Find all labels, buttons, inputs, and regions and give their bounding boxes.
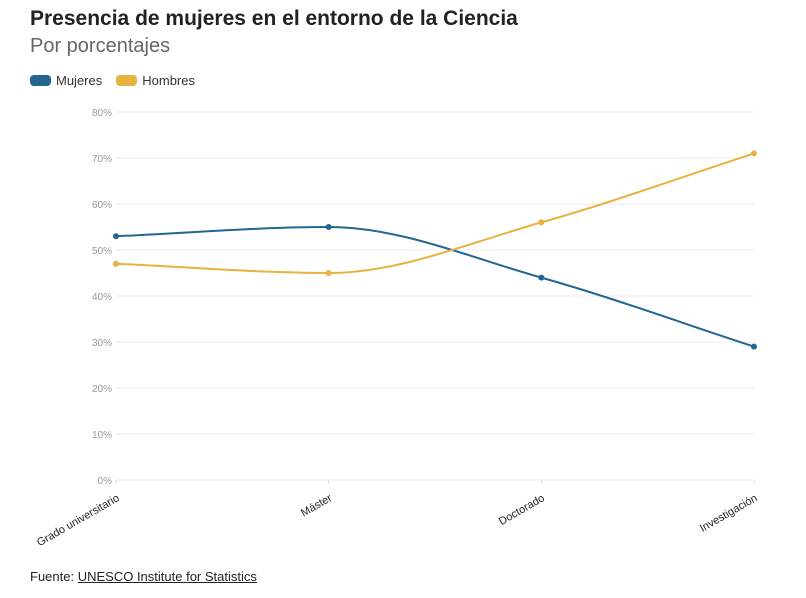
y-tick-label: 80%: [92, 108, 112, 119]
data-point-mujeres: [325, 224, 332, 230]
legend-item-hombres: Hombres: [116, 73, 195, 88]
y-tick-label: 30%: [92, 338, 112, 349]
legend-swatch: [30, 75, 51, 86]
chart-title: Presencia de mujeres en el entorno de la…: [30, 7, 518, 30]
y-tick-label: 0%: [98, 476, 113, 487]
source-link[interactable]: UNESCO Institute for Statistics: [77, 569, 257, 584]
data-point-mujeres: [113, 233, 119, 240]
source-label: Fuente:: [30, 569, 75, 584]
y-tick-label: 20%: [92, 384, 112, 395]
x-tick-label: Máster: [299, 492, 334, 519]
legend: Mujeres Hombres: [30, 73, 195, 88]
chart-subtitle: Por porcentajes: [30, 35, 171, 57]
source: Fuente: UNESCO Institute for Statistics: [30, 569, 257, 584]
series-line-mujeres: [115, 225, 755, 348]
legend-item-mujeres: Mujeres: [30, 73, 102, 88]
x-tick-label: Doctorado: [497, 492, 547, 528]
legend-label: Mujeres: [56, 73, 103, 88]
legend-swatch: [116, 75, 138, 86]
data-point-mujeres: [538, 274, 545, 281]
legend-label: Hombres: [142, 73, 195, 88]
y-tick-label: 50%: [92, 246, 112, 257]
data-point-hombres: [751, 150, 757, 157]
series-line-hombres: [115, 152, 755, 275]
y-tick-label: 10%: [92, 430, 112, 441]
data-point-mujeres: [751, 343, 757, 350]
data-point-hombres: [538, 219, 545, 226]
y-tick-label: 70%: [92, 154, 112, 165]
x-tick-label: Investigación: [698, 492, 760, 535]
y-tick-label: 40%: [92, 292, 112, 303]
data-point-hombres: [113, 260, 119, 267]
y-tick-label: 60%: [92, 200, 112, 211]
x-tick-label: Grado universitario: [35, 492, 121, 549]
data-point-hombres: [325, 270, 332, 276]
